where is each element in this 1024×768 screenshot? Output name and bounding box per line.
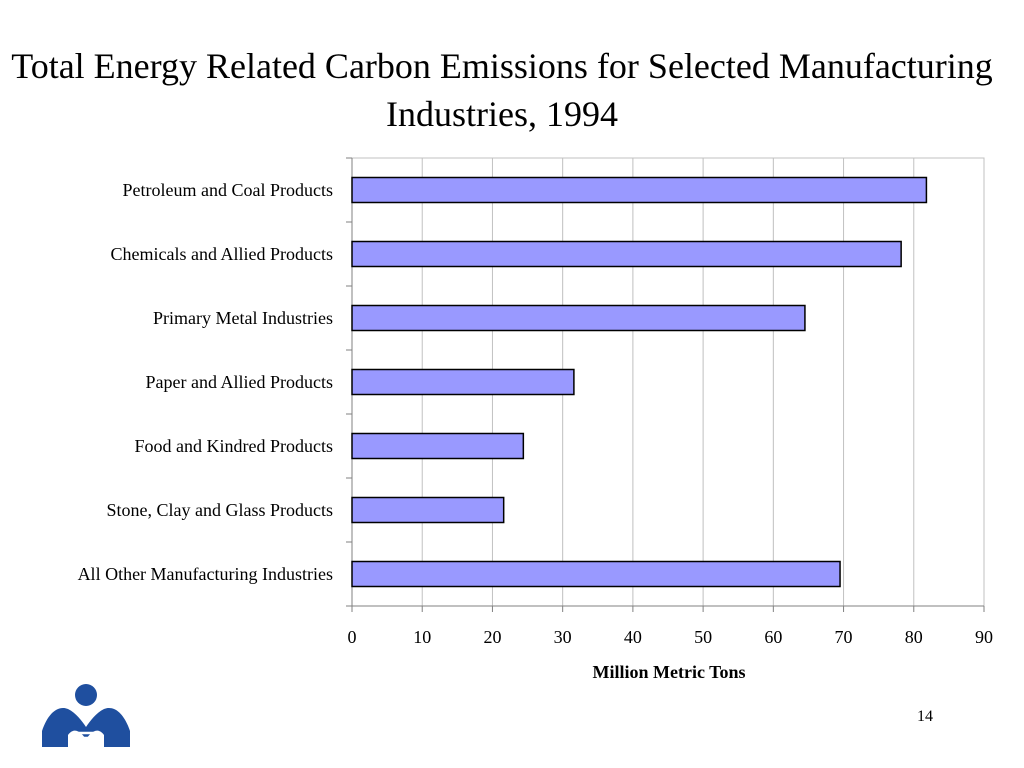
bar — [351, 560, 841, 588]
x-tick-labels: 0 10 20 30 40 50 60 70 80 90 — [348, 627, 994, 647]
x-tick-label: 60 — [764, 627, 782, 647]
category-label: Petroleum and Coal Products — [123, 180, 333, 200]
x-tick-label: 70 — [835, 627, 853, 647]
x-tick-label: 50 — [694, 627, 712, 647]
x-tick-label: 10 — [413, 627, 431, 647]
category-label: Food and Kindred Products — [135, 436, 333, 456]
x-tick-label: 30 — [554, 627, 572, 647]
x-axis-label: Million Metric Tons — [593, 662, 746, 682]
x-tick-label: 90 — [975, 627, 993, 647]
page-number: 14 — [917, 708, 933, 725]
logo-circle — [75, 684, 97, 706]
institution-logo — [42, 684, 130, 747]
x-tick-label: 20 — [483, 627, 501, 647]
bars — [351, 176, 928, 588]
bar — [351, 496, 505, 524]
bar — [351, 240, 902, 268]
x-tick-label: 40 — [624, 627, 642, 647]
category-labels: Petroleum and Coal Products Chemicals and… — [78, 180, 333, 584]
bar — [351, 176, 928, 204]
bar — [351, 432, 525, 460]
logo-waves — [70, 731, 102, 745]
category-label: Chemicals and Allied Products — [111, 244, 333, 264]
x-tick-label: 0 — [348, 627, 357, 647]
bar — [351, 368, 575, 396]
category-label: Paper and Allied Products — [146, 372, 333, 392]
category-label: All Other Manufacturing Industries — [78, 564, 333, 584]
category-label: Stone, Clay and Glass Products — [107, 500, 334, 520]
category-label: Primary Metal Industries — [153, 308, 333, 328]
x-tick-label: 80 — [905, 627, 923, 647]
logo-arches — [42, 707, 130, 747]
chart-title: Total Energy Related Carbon Emissions fo… — [11, 46, 993, 134]
bar — [351, 304, 806, 332]
